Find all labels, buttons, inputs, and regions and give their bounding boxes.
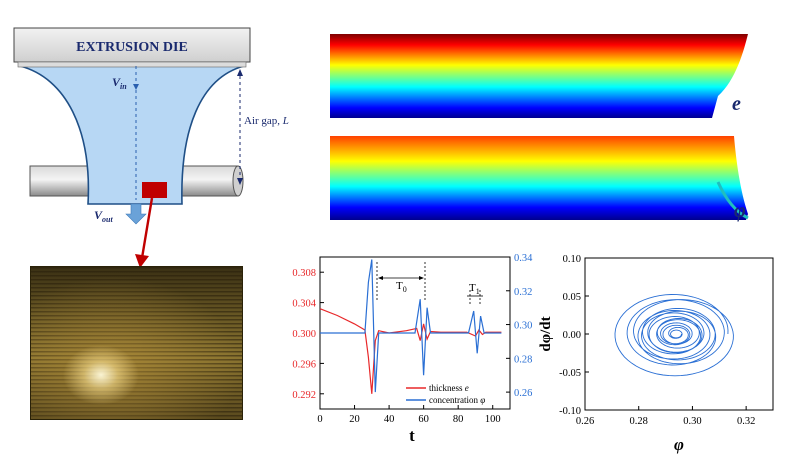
phase-portrait: 0.100.050.00-0.05-0.10 0.26 0.28 0.30 0.32 …: [538, 254, 774, 454]
concentration-map: φ: [330, 136, 749, 222]
phase-trajectory: [614, 294, 734, 377]
legend-concentration-label: concentration φ: [429, 395, 485, 405]
right-axis: 0.26 0.28 0.30 0.32 0.34: [506, 253, 533, 399]
x-tick-label: 40: [384, 414, 395, 425]
extrusion-schematic: EXTRUSION DIE Vin Air gap, L Vout: [13, 27, 289, 268]
left-tick-label: 0.292: [292, 390, 316, 401]
phase-x-axis: 0.26 0.28 0.30 0.32: [576, 406, 755, 427]
right-tick-label: 0.32: [514, 287, 532, 298]
x-tick-label: 100: [485, 414, 501, 425]
phase-trajectory-line: [614, 294, 734, 377]
phase-x-tick-label: 0.26: [576, 416, 594, 427]
die-block: [13, 27, 251, 63]
right-tick-label: 0.26: [514, 388, 532, 399]
v-out-label: Vout: [94, 208, 113, 224]
x-axis: 0 20 40 60 80 100: [317, 405, 501, 425]
t1-label: T1: [469, 282, 480, 296]
v-in-label: Vin: [112, 75, 127, 91]
t0-arrow-left: [378, 276, 383, 280]
die-lip: [17, 61, 247, 68]
x-tick-label: 0: [317, 414, 322, 425]
t0-label: T0: [396, 280, 407, 294]
thickness-map-label: e: [732, 93, 741, 115]
air-gap-label: Air gap, L: [244, 115, 289, 127]
die-label: EXTRUSION DIE: [76, 40, 188, 55]
air-gap-arrow-top: [237, 69, 243, 76]
right-tick-label: 0.28: [514, 354, 532, 365]
left-axis: 0.292 0.296 0.300 0.304 0.308: [292, 268, 324, 401]
left-tick-label: 0.308: [292, 268, 316, 279]
t0-arrow-right: [419, 276, 424, 280]
x-tick-label: 20: [349, 414, 360, 425]
x-tick-label: 60: [418, 414, 429, 425]
phase-y-tick-label: -0.05: [559, 368, 581, 379]
phase-y-tick-label: 0.05: [563, 292, 581, 303]
legend-thickness-label: thickness e: [429, 383, 469, 393]
left-tick-label: 0.304: [292, 299, 316, 310]
right-tick-label: 0.34: [514, 253, 533, 264]
v-in-arrowhead: [133, 84, 139, 90]
series-lines: [319, 259, 502, 394]
left-tick-label: 0.296: [292, 359, 316, 370]
zoom-arrow-line: [140, 197, 154, 259]
film-sheet: [19, 65, 245, 205]
x-tick-label: 80: [453, 414, 464, 425]
film-photograph: [30, 266, 243, 420]
right-tick-label: 0.30: [514, 321, 532, 332]
phase-y-tick-label: -0.10: [559, 406, 581, 417]
v-out-arrow: [125, 203, 147, 225]
phase-x-tick-label: 0.30: [683, 416, 701, 427]
concentration-edge: [716, 181, 749, 220]
sample-marker: [142, 182, 167, 198]
left-tick-label: 0.300: [292, 329, 316, 340]
phase-y-axis: 0.10 0.05 0.00 -0.05 -0.10: [559, 254, 589, 417]
concentration-map-label: φ: [734, 200, 746, 222]
x-axis-label: t: [409, 426, 415, 445]
thickness-field: [330, 34, 748, 118]
legend: thickness e concentration φ: [406, 383, 485, 405]
phase-x-tick-label: 0.32: [737, 416, 755, 427]
phase-y-tick-label: 0.10: [563, 254, 581, 265]
zoom-arrowhead: [135, 254, 149, 268]
thickness-line: [319, 308, 502, 394]
phase-y-tick-label: 0.00: [563, 330, 581, 341]
phase-y-label: dφ/dt: [538, 316, 554, 351]
phase-x-label: φ: [674, 435, 684, 454]
thickness-map: e: [330, 34, 748, 118]
concentration-line: [320, 259, 502, 393]
phase-x-tick-label: 0.28: [630, 416, 648, 427]
concentration-field: [330, 136, 748, 220]
phase-frame: [584, 257, 774, 411]
air-gap-arrow-bottom: [237, 178, 243, 185]
